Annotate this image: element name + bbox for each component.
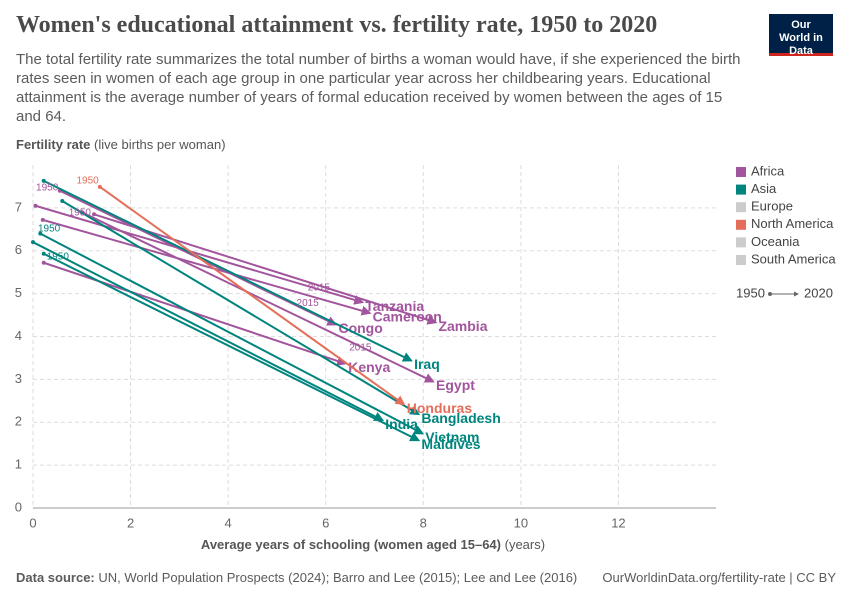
x-tick-label: 12 (611, 515, 625, 530)
legend-label: Oceania (751, 234, 800, 249)
year-annotation: 1950 (36, 182, 59, 193)
series-label: Bangladesh (421, 410, 500, 426)
y-axis-label: Fertility rate (live births per woman) (16, 137, 226, 152)
legend-swatch (736, 167, 746, 177)
y-tick-label: 1 (15, 457, 22, 472)
series-label: Vietnam (425, 429, 479, 445)
trajectory-arrow (35, 204, 365, 305)
series-label: Egypt (436, 377, 475, 393)
x-tick-label: 6 (322, 515, 329, 530)
y-axis-unit: (live births per woman) (94, 137, 226, 152)
trajectory-arrow (32, 241, 385, 422)
series-label: Congo (338, 320, 382, 336)
start-point (97, 184, 102, 189)
year-annotation: 2015 (297, 298, 320, 309)
series-label: Maldives (421, 436, 480, 452)
legend-swatch (736, 202, 746, 213)
start-point (41, 251, 46, 256)
trajectory-arrow (81, 211, 435, 383)
logo[interactable]: Our World in Data (769, 14, 833, 57)
chart-title: Women's educational attainment vs. ferti… (16, 12, 658, 38)
series-label: Iraq (414, 356, 440, 372)
legend-swatch (736, 237, 746, 248)
time-legend-start: 1950 (736, 285, 765, 300)
legend-swatch (736, 184, 746, 195)
source-text: UN, World Population Prospects (2024); B… (98, 570, 578, 585)
series-label: Honduras (407, 400, 473, 416)
year-annotation: 2015 (349, 342, 372, 353)
source-label: Data source: (16, 570, 95, 585)
year-annotation: 1950 (69, 208, 92, 219)
logo-text: Our World in Data (779, 19, 823, 57)
start-point (33, 203, 38, 208)
trajectory-arrow (43, 252, 421, 442)
legend-swatch (736, 219, 746, 230)
y-tick-label: 6 (15, 242, 22, 257)
y-tick-label: 7 (15, 199, 22, 214)
legend-label: North America (751, 216, 834, 231)
start-point (91, 212, 96, 217)
trajectory-arrow (39, 232, 425, 435)
x-tick-label: 10 (514, 515, 528, 530)
y-tick-label: 0 (15, 499, 22, 514)
legend-swatch (736, 255, 746, 265)
x-tick-label: 2 (127, 515, 134, 530)
start-point (40, 217, 45, 222)
x-axis-unit: (years) (505, 537, 545, 552)
x-tick-label: 8 (420, 515, 427, 530)
x-tick-label: 4 (225, 515, 232, 530)
legend-label: Europe (751, 199, 793, 214)
y-tick-label: 5 (15, 285, 22, 300)
y-tick-label: 4 (15, 328, 22, 343)
x-tick-label: 0 (29, 515, 36, 530)
series-label: Tanzania (365, 298, 424, 314)
year-annotation: 1950 (47, 251, 70, 262)
series-label: Cameroon (373, 309, 442, 325)
start-point (38, 231, 43, 236)
start-point (41, 260, 46, 265)
start-point (60, 199, 65, 204)
start-point (31, 240, 35, 245)
time-legend-end: 2020 (804, 285, 833, 300)
start-point (41, 178, 46, 183)
legend-label: Asia (751, 181, 777, 196)
trajectory-arrow (42, 218, 372, 316)
year-annotation: 1950 (38, 224, 61, 235)
y-tick-label: 2 (15, 414, 22, 429)
trajectory-arrow (61, 200, 421, 416)
legend-label: Africa (751, 163, 785, 178)
trajectory-arrow (99, 186, 406, 406)
year-annotation: 2015 (308, 282, 331, 293)
series-label: Kenya (348, 359, 390, 375)
chart-subtitle: The total fertility rate summarizes the … (16, 51, 741, 125)
y-axis-title: Fertility rate (16, 137, 90, 152)
y-tick-label: 3 (15, 371, 22, 386)
footer-source: Data source: UN, World Population Prospe… (16, 570, 577, 585)
legend-label: South America (751, 251, 836, 266)
x-axis-label: Average years of schooling (women aged 1… (201, 537, 545, 552)
footer-url[interactable]: OurWorldinData.org/fertility-rate | CC B… (602, 570, 836, 585)
x-axis-title: Average years of schooling (women aged 1… (201, 537, 501, 552)
year-annotation: 1950 (77, 176, 100, 187)
series-label: Zambia (438, 318, 487, 334)
trajectory-arrow (43, 179, 413, 362)
